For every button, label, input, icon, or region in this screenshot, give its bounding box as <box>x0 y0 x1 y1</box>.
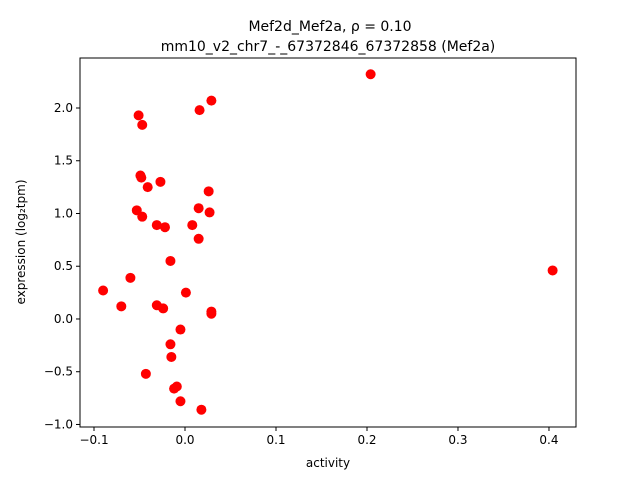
y-tick-label: 0.5 <box>54 259 73 273</box>
chart-title-line1: Mef2d_Mef2a, ρ = 0.10 <box>248 19 411 35</box>
y-tick-label: 2.0 <box>54 101 73 115</box>
data-point <box>365 69 376 80</box>
data-point <box>547 265 558 276</box>
data-point <box>125 272 136 283</box>
data-point <box>137 211 148 222</box>
data-point <box>175 396 186 407</box>
data-point <box>142 182 153 193</box>
data-point <box>175 324 186 335</box>
data-point <box>165 339 176 350</box>
x-axis-label: activity <box>306 456 350 470</box>
data-point <box>116 301 127 312</box>
data-point <box>136 172 147 183</box>
data-point <box>137 119 148 130</box>
x-tick-label: 0.0 <box>175 433 194 447</box>
data-point <box>133 110 144 121</box>
plot-frame <box>79 57 577 428</box>
data-point <box>98 285 109 296</box>
data-point <box>187 220 198 231</box>
data-point <box>193 203 204 214</box>
x-tick-label: 0.1 <box>266 433 285 447</box>
data-point <box>206 308 217 319</box>
data-point <box>206 95 217 106</box>
data-point <box>180 287 191 298</box>
data-point <box>203 186 214 197</box>
y-tick-label: 1.5 <box>54 154 73 168</box>
data-point <box>169 383 180 394</box>
data-point <box>140 368 151 379</box>
data-point <box>159 222 170 233</box>
data-point <box>193 233 204 244</box>
x-tick-label: −0.1 <box>79 433 108 447</box>
data-point <box>165 255 176 266</box>
x-tick-label: 0.2 <box>357 433 376 447</box>
chart-title-line2: mm10_v2_chr7_-_67372846_67372858 (Mef2a) <box>161 39 496 55</box>
data-point <box>194 105 205 116</box>
y-tick-label: 1.0 <box>54 206 73 220</box>
y-tick-label: 0.0 <box>54 312 73 326</box>
y-tick-label: −1.0 <box>44 417 73 431</box>
data-point <box>204 207 215 218</box>
y-axis-label: expression (log₂tpm) <box>14 179 28 304</box>
data-point <box>196 404 207 415</box>
y-tick-label: −0.5 <box>44 365 73 379</box>
data-point <box>166 351 177 362</box>
data-point <box>155 176 166 187</box>
data-point <box>158 303 169 314</box>
x-tick-label: 0.4 <box>539 433 558 447</box>
x-tick-label: 0.3 <box>448 433 467 447</box>
data-point <box>151 220 162 231</box>
